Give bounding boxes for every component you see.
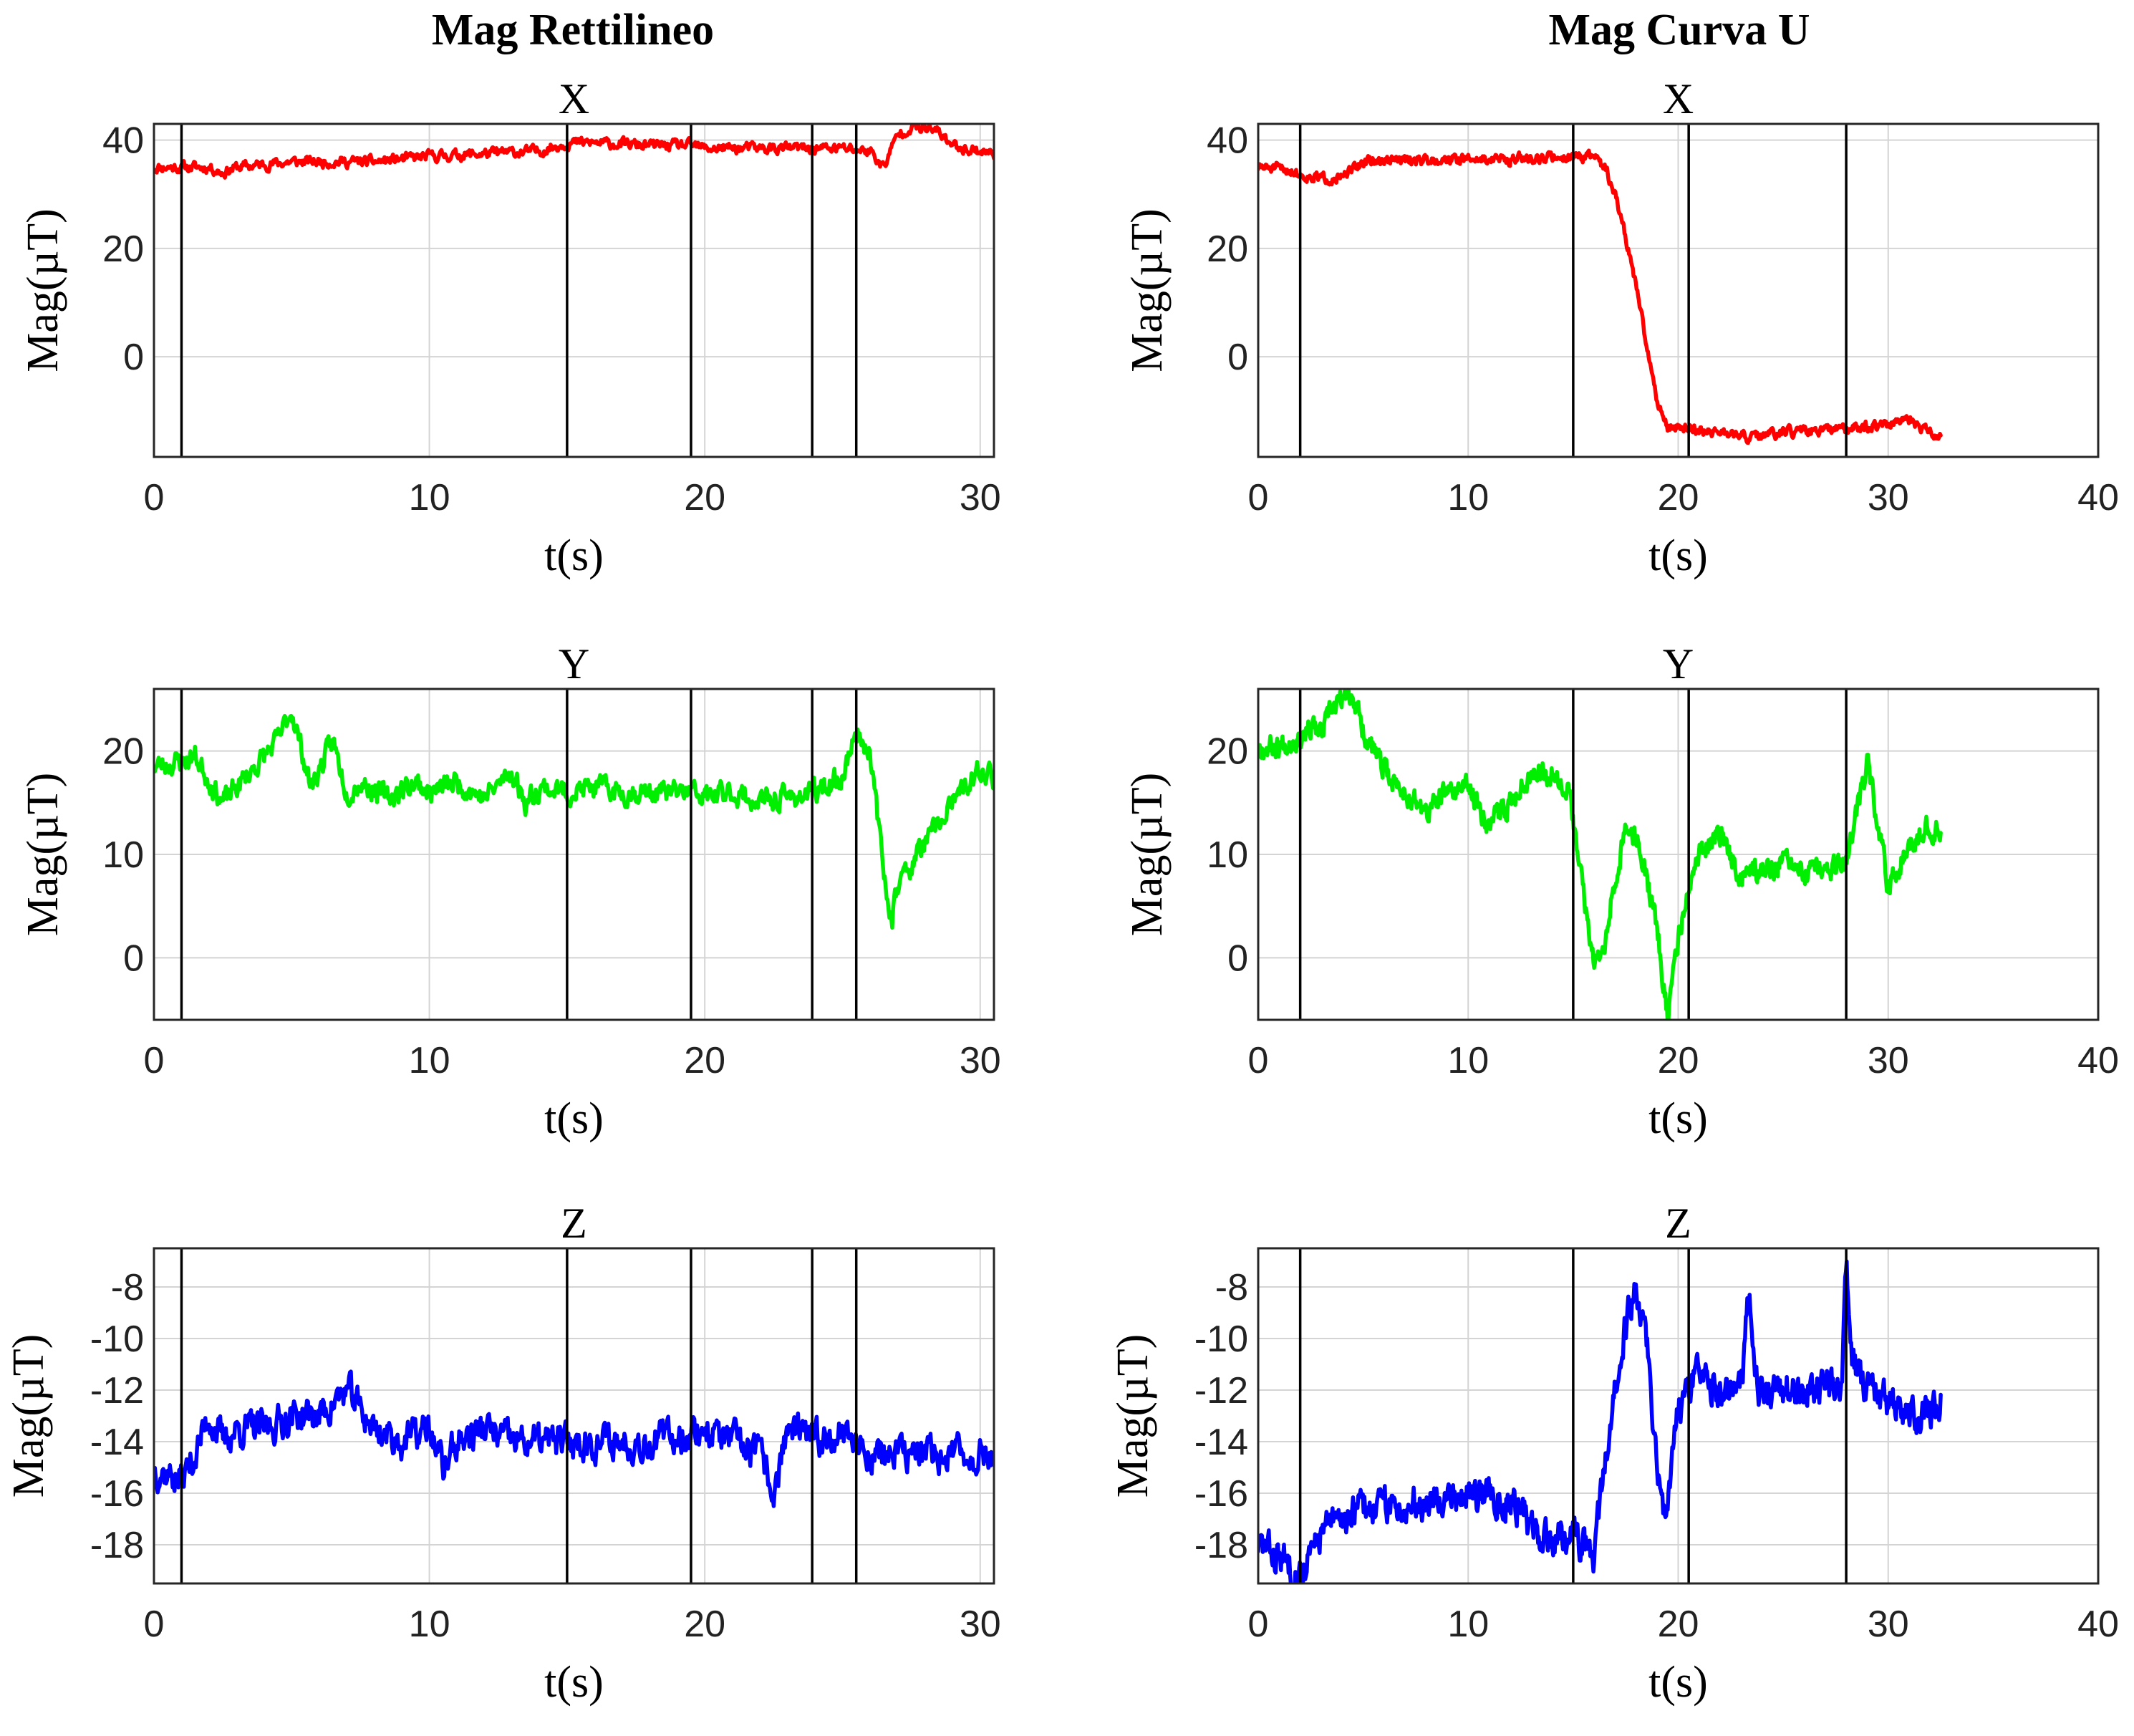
x-tick-label: 10 (409, 477, 450, 519)
y-tick-label: -16 (1194, 1473, 1248, 1515)
x-tick-label: 0 (1248, 477, 1269, 519)
y-tick-label: -10 (90, 1318, 144, 1360)
x-tick-label: 0 (1248, 1604, 1269, 1645)
x-tick-label: 30 (960, 1040, 1001, 1081)
column-title-left: Mag Rettilineo (432, 6, 714, 54)
x-axis-label: t(s) (1648, 531, 1708, 580)
x-tick-label: 20 (1658, 1040, 1699, 1081)
y-axis-label: Mag(µT) (1123, 773, 1172, 937)
series-line-curva-z (1258, 1259, 1943, 1583)
panel-rett-x: 0 10 20 30 0 20 40 Xt(s) Mag(µT) (19, 75, 1001, 580)
x-tick-label: 0 (144, 477, 165, 519)
y-tick-label: -12 (90, 1370, 144, 1412)
panel-title: Z (1665, 1200, 1691, 1247)
panel-title: Z (561, 1200, 587, 1247)
x-tick-label: 20 (1658, 477, 1699, 519)
y-tick-label: -8 (1215, 1267, 1248, 1308)
y-tick-label: 10 (102, 834, 144, 876)
x-tick-label: 30 (960, 477, 1001, 519)
y-axis-label: Mag(µT) (1109, 1334, 1157, 1498)
panel-title: X (559, 75, 589, 122)
plot-frame (153, 1247, 995, 1585)
panel-title: Y (1663, 640, 1694, 688)
y-axis-label: Mag(µT) (4, 1334, 53, 1498)
plot-frame (153, 122, 995, 458)
x-axis-label: t(s) (544, 1658, 604, 1707)
y-tick-label: 20 (1207, 731, 1248, 773)
x-tick-label: 20 (684, 1604, 725, 1645)
y-tick-label: -14 (1194, 1422, 1248, 1463)
x-tick-label: 10 (1447, 1040, 1489, 1081)
x-tick-label: 10 (1447, 477, 1489, 519)
y-tick-label: 0 (1227, 937, 1248, 979)
x-tick-label: 0 (1248, 1040, 1269, 1081)
x-tick-label: 40 (2077, 477, 2119, 519)
x-axis-label: t(s) (544, 1094, 604, 1143)
plot-frame (153, 688, 995, 1021)
y-tick-label: -16 (90, 1473, 144, 1515)
series-line-rett-y (154, 713, 994, 930)
y-tick-label: 0 (123, 337, 144, 378)
y-axis-label: Mag(µT) (19, 773, 67, 937)
x-tick-label: 20 (684, 477, 725, 519)
panel-curva-y: 0 10 20 30 40 0 10 20 Yt(s) Mag(µT) (1123, 640, 2119, 1143)
y-tick-label: -12 (1194, 1370, 1248, 1412)
plot-frame (1257, 122, 2100, 458)
plot-frame (1257, 1247, 2100, 1585)
series-line-rett-z (154, 1369, 994, 1508)
y-axis-label: Mag(µT) (19, 208, 67, 372)
x-axis-label: t(s) (1648, 1094, 1708, 1143)
x-axis-label: t(s) (1648, 1658, 1708, 1707)
x-tick-label: 30 (1868, 477, 1909, 519)
x-tick-label: 30 (960, 1604, 1001, 1645)
y-axis-label: Mag(µT) (1123, 208, 1172, 372)
y-tick-label: -10 (1194, 1318, 1248, 1360)
panel-rett-z: 0 10 20 30 -18 -16 -14 -12 -10 -8 Zt(s) Mag(µT) (4, 1200, 1001, 1707)
x-tick-label: 40 (2077, 1040, 2119, 1081)
series-line-curva-x (1258, 148, 1943, 445)
x-tick-label: 10 (409, 1604, 450, 1645)
y-tick-label: 10 (1207, 834, 1248, 876)
y-tick-label: 20 (102, 228, 144, 270)
series-line-curva-y (1258, 689, 1943, 1020)
y-tick-label: 20 (102, 731, 144, 773)
panel-title: X (1663, 75, 1694, 122)
series-line-rett-x (154, 124, 994, 180)
x-tick-label: 30 (1868, 1040, 1909, 1081)
y-tick-label: -18 (1194, 1525, 1248, 1566)
x-axis-label: t(s) (544, 531, 604, 580)
y-tick-label: 0 (1227, 337, 1248, 378)
y-tick-label: -18 (90, 1525, 144, 1566)
x-tick-label: 40 (2077, 1604, 2119, 1645)
x-tick-label: 20 (684, 1040, 725, 1081)
x-tick-label: 0 (144, 1604, 165, 1645)
column-title-right: Mag Curva U (1548, 6, 1810, 54)
panel-curva-x: 0 10 20 30 40 0 20 40 Xt(s) Mag(µT) (1123, 75, 2119, 580)
plot-frame (1257, 688, 2100, 1021)
y-tick-label: 0 (123, 937, 144, 979)
y-tick-label: -14 (90, 1422, 144, 1463)
x-tick-label: 0 (144, 1040, 165, 1081)
y-tick-label: 40 (1207, 120, 1248, 162)
x-tick-label: 10 (409, 1040, 450, 1081)
x-tick-label: 20 (1658, 1604, 1699, 1645)
y-tick-label: 20 (1207, 228, 1248, 270)
x-tick-label: 10 (1447, 1604, 1489, 1645)
y-tick-label: 40 (102, 120, 144, 162)
panel-rett-y: 0 10 20 30 0 10 20 Yt(s) Mag(µT) (19, 640, 1001, 1143)
x-tick-label: 30 (1868, 1604, 1909, 1645)
panel-title: Y (559, 640, 589, 688)
y-tick-label: -8 (111, 1267, 144, 1308)
panel-curva-z: 0 10 20 30 40 -18 -16 -14 -12 -10 -8 Zt(s) Mag(µT) (1109, 1200, 2119, 1707)
